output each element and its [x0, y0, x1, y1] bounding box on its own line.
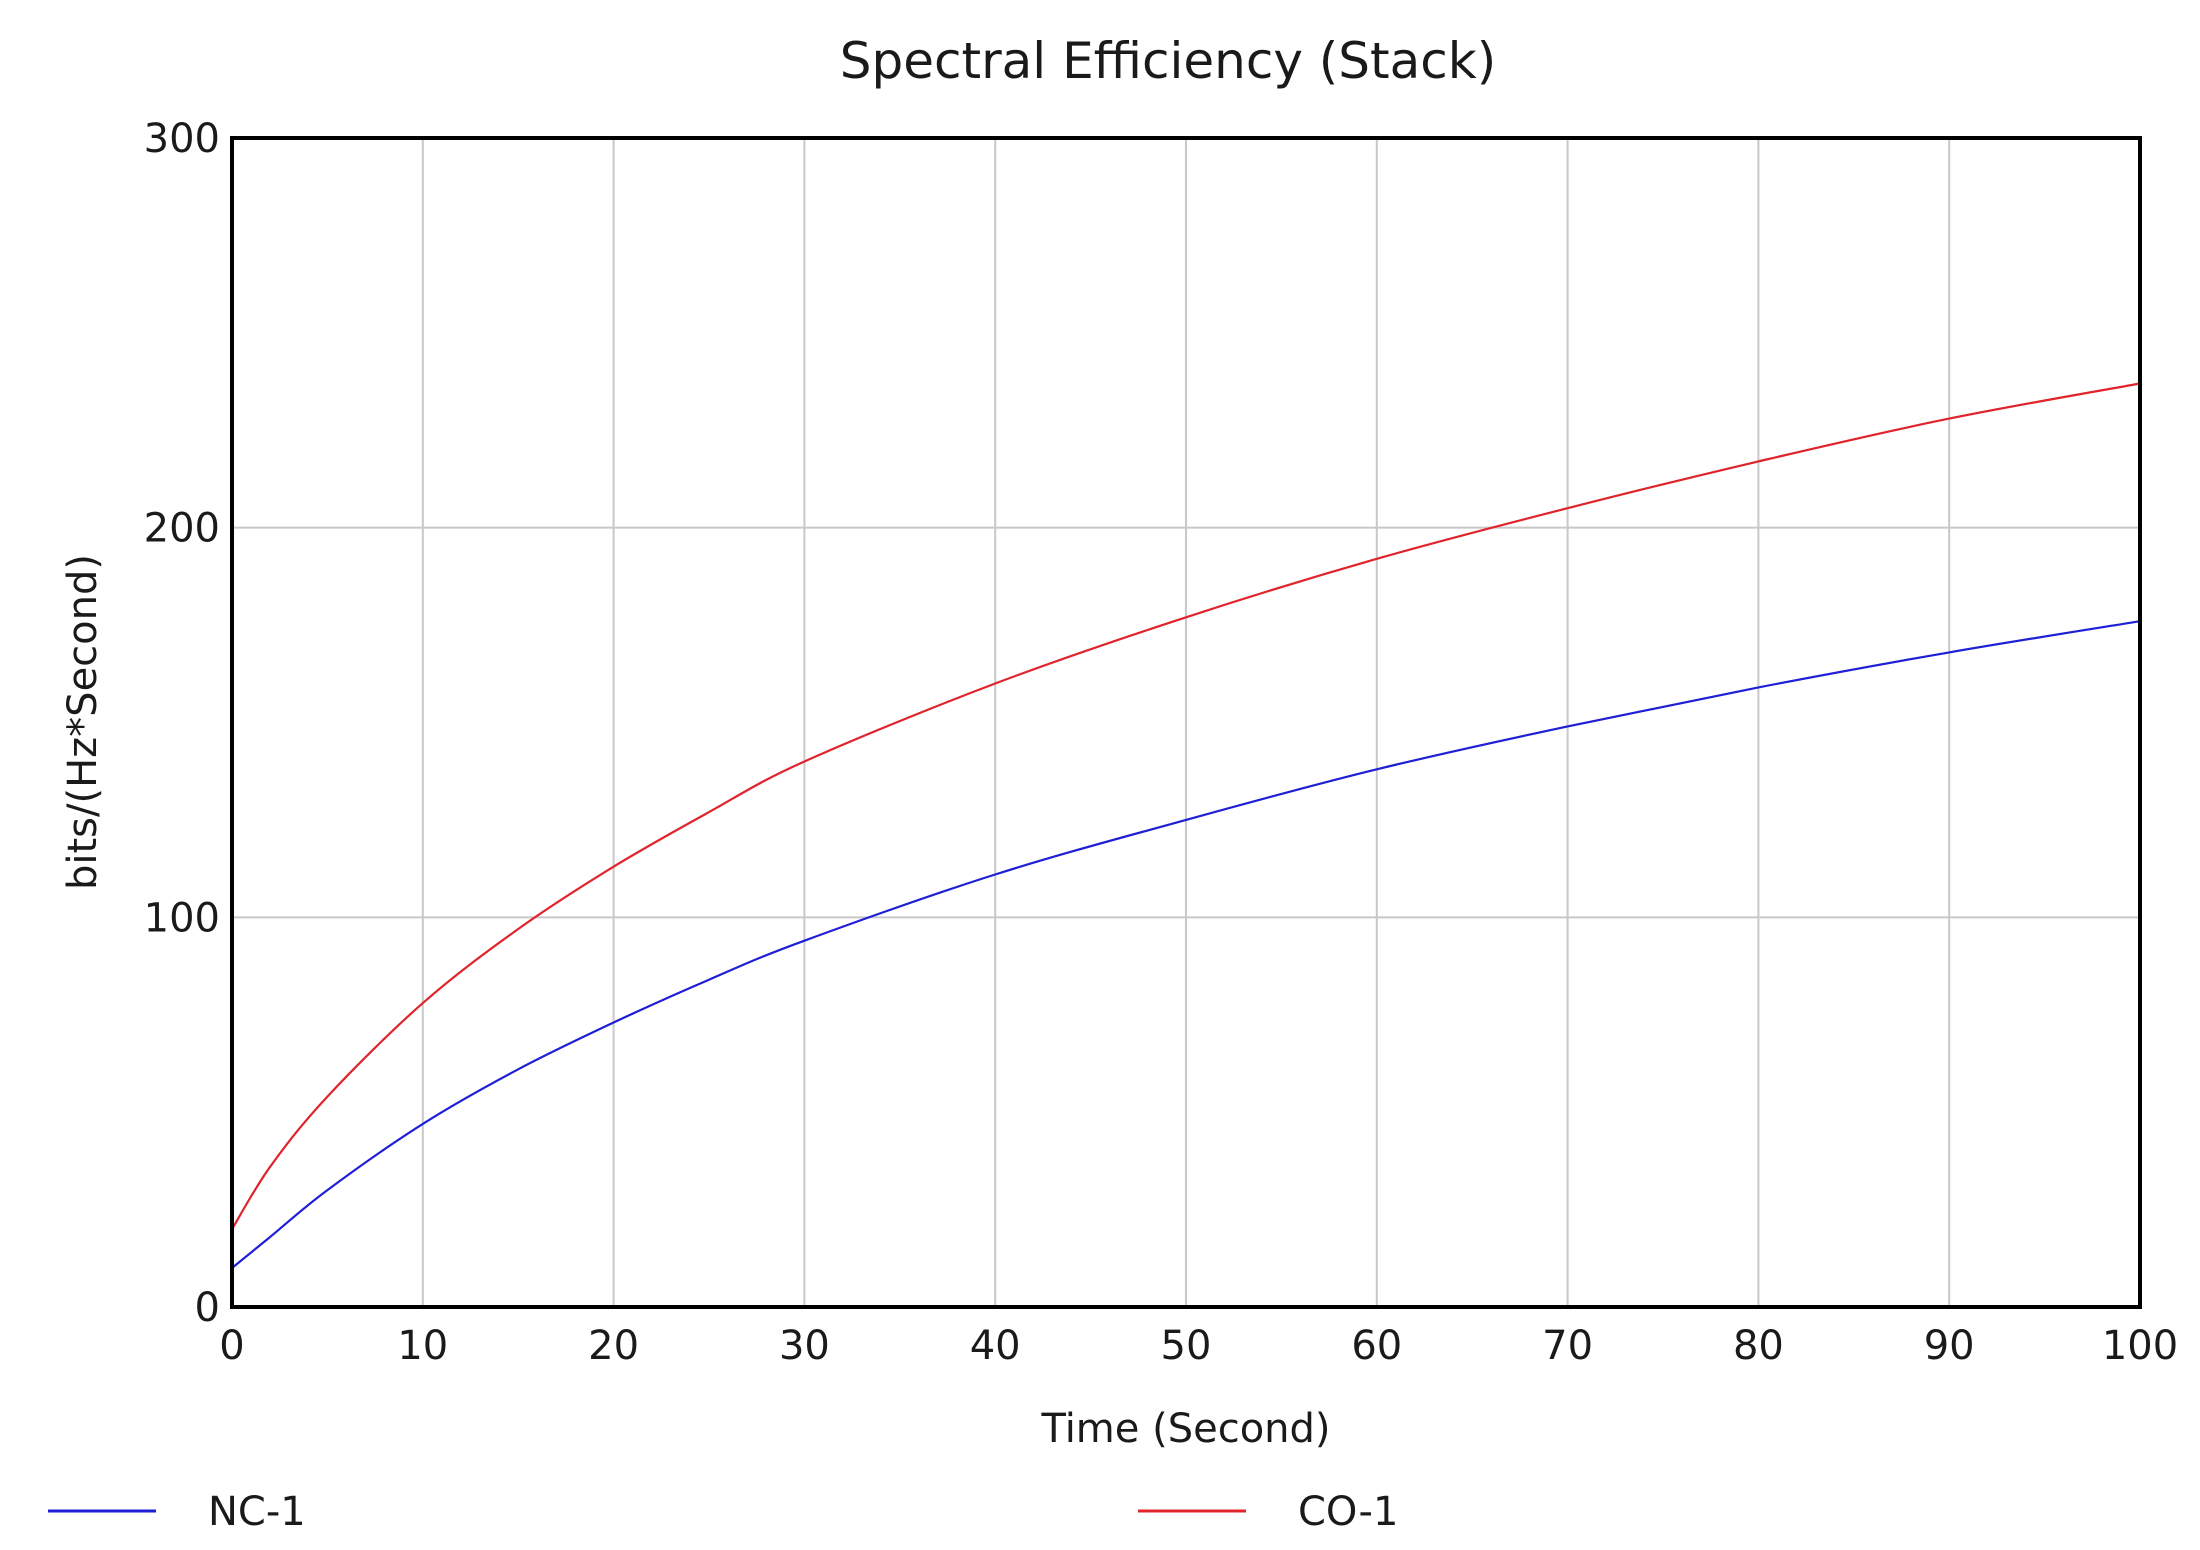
x-tick-label: 0 — [219, 1323, 244, 1369]
y-tick-label: 300 — [144, 116, 220, 162]
x-tick-label: 30 — [779, 1323, 830, 1369]
y-tick-label: 0 — [195, 1285, 220, 1331]
x-tick-label: 70 — [1542, 1323, 1593, 1369]
chart-title: Spectral Efficiency (Stack) — [840, 32, 1497, 90]
series-line-nc-1 — [231, 620, 2141, 1269]
x-tick-label: 90 — [1924, 1323, 1975, 1369]
x-tick-label: 100 — [2102, 1323, 2178, 1369]
x-tick-label: 10 — [397, 1323, 448, 1369]
y-tick-label: 100 — [144, 895, 220, 941]
legend-label-co-1: CO-1 — [1298, 1489, 1398, 1535]
plot-frame — [230, 136, 2142, 1309]
series-lines — [231, 382, 2141, 1269]
y-tick-label: 200 — [144, 506, 220, 552]
y-axis-label: bits/(Hz*Second) — [60, 554, 106, 890]
x-tick-label: 50 — [1161, 1323, 1212, 1369]
x-tick-label: 40 — [970, 1323, 1021, 1369]
grid-lines — [232, 138, 2140, 1307]
x-axis-label: Time (Second) — [1040, 1406, 1330, 1452]
x-tick-label: 80 — [1733, 1323, 1784, 1369]
legend: NC-1 CO-1 — [48, 1489, 1398, 1535]
x-tick-label: 20 — [588, 1323, 639, 1369]
x-tick-label: 60 — [1351, 1323, 1402, 1369]
series-line-co-1 — [231, 382, 2141, 1230]
y-axis-ticks: 0 100 200 300 — [144, 116, 220, 1331]
x-axis-ticks: 0 10 20 30 40 50 60 70 80 90 100 — [219, 1323, 2178, 1369]
legend-label-nc-1: NC-1 — [208, 1489, 306, 1535]
